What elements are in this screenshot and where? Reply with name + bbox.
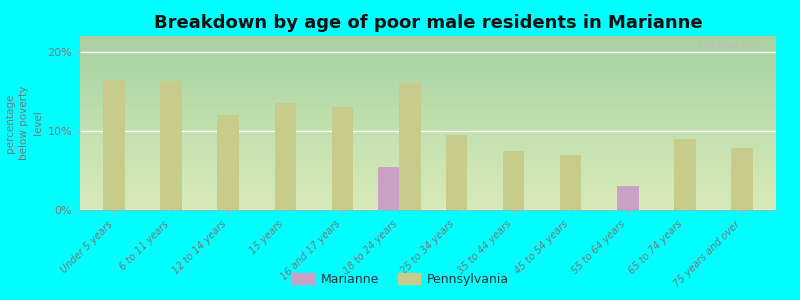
Bar <box>446 135 467 210</box>
Bar <box>399 83 421 210</box>
Bar <box>274 103 296 210</box>
Bar <box>617 186 638 210</box>
Bar <box>731 148 753 210</box>
Title: Breakdown by age of poor male residents in Marianne: Breakdown by age of poor male residents … <box>154 14 702 32</box>
Bar <box>378 167 399 210</box>
Bar <box>103 80 125 210</box>
Bar <box>161 81 182 210</box>
Bar <box>560 154 582 210</box>
Bar <box>674 139 695 210</box>
Legend: Marianne, Pennsylvania: Marianne, Pennsylvania <box>286 268 514 291</box>
Bar <box>502 151 525 210</box>
Bar <box>331 107 354 210</box>
Bar <box>218 115 239 210</box>
Y-axis label: percentage
below poverty
level: percentage below poverty level <box>6 86 43 160</box>
Text: City-Data.com: City-Data.com <box>698 41 762 50</box>
